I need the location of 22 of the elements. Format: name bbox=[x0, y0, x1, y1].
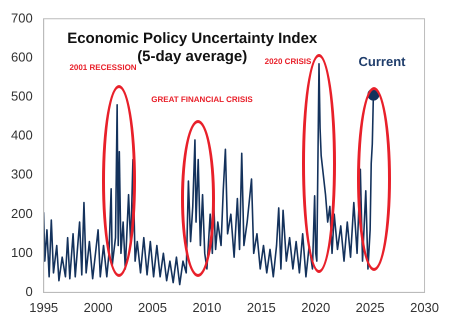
x-tick-label: 2030 bbox=[410, 300, 439, 315]
annotation: 2020 CRISIS bbox=[264, 57, 312, 66]
x-tick-label: 2010 bbox=[192, 300, 222, 315]
x-tick-label: 2000 bbox=[84, 300, 113, 315]
y-tick-label: 600 bbox=[10, 49, 33, 64]
y-tick-label: 400 bbox=[10, 128, 33, 143]
y-tick-label: 300 bbox=[10, 166, 33, 182]
x-tick-label: 1995 bbox=[29, 300, 58, 315]
y-tick-label: 100 bbox=[10, 244, 33, 260]
y-tick-label: 700 bbox=[10, 10, 33, 26]
annotation: 2001 RECESSION bbox=[69, 63, 137, 72]
x-tick-label: 2015 bbox=[246, 300, 276, 315]
annotation: GREAT FINANCIAL CRISIS bbox=[151, 95, 254, 104]
y-tick-label: 200 bbox=[10, 206, 33, 221]
y-tick-label: 0 bbox=[25, 284, 33, 299]
x-tick-label: 2005 bbox=[138, 300, 167, 315]
y-tick-label: 500 bbox=[10, 88, 33, 104]
annotation: Current bbox=[358, 54, 406, 69]
x-tick-label: 2020 bbox=[301, 300, 330, 315]
x-tick-label: 2025 bbox=[356, 300, 385, 315]
text: (5-day average) bbox=[137, 48, 248, 65]
text: Economic Policy Uncertainty Index bbox=[67, 30, 318, 47]
